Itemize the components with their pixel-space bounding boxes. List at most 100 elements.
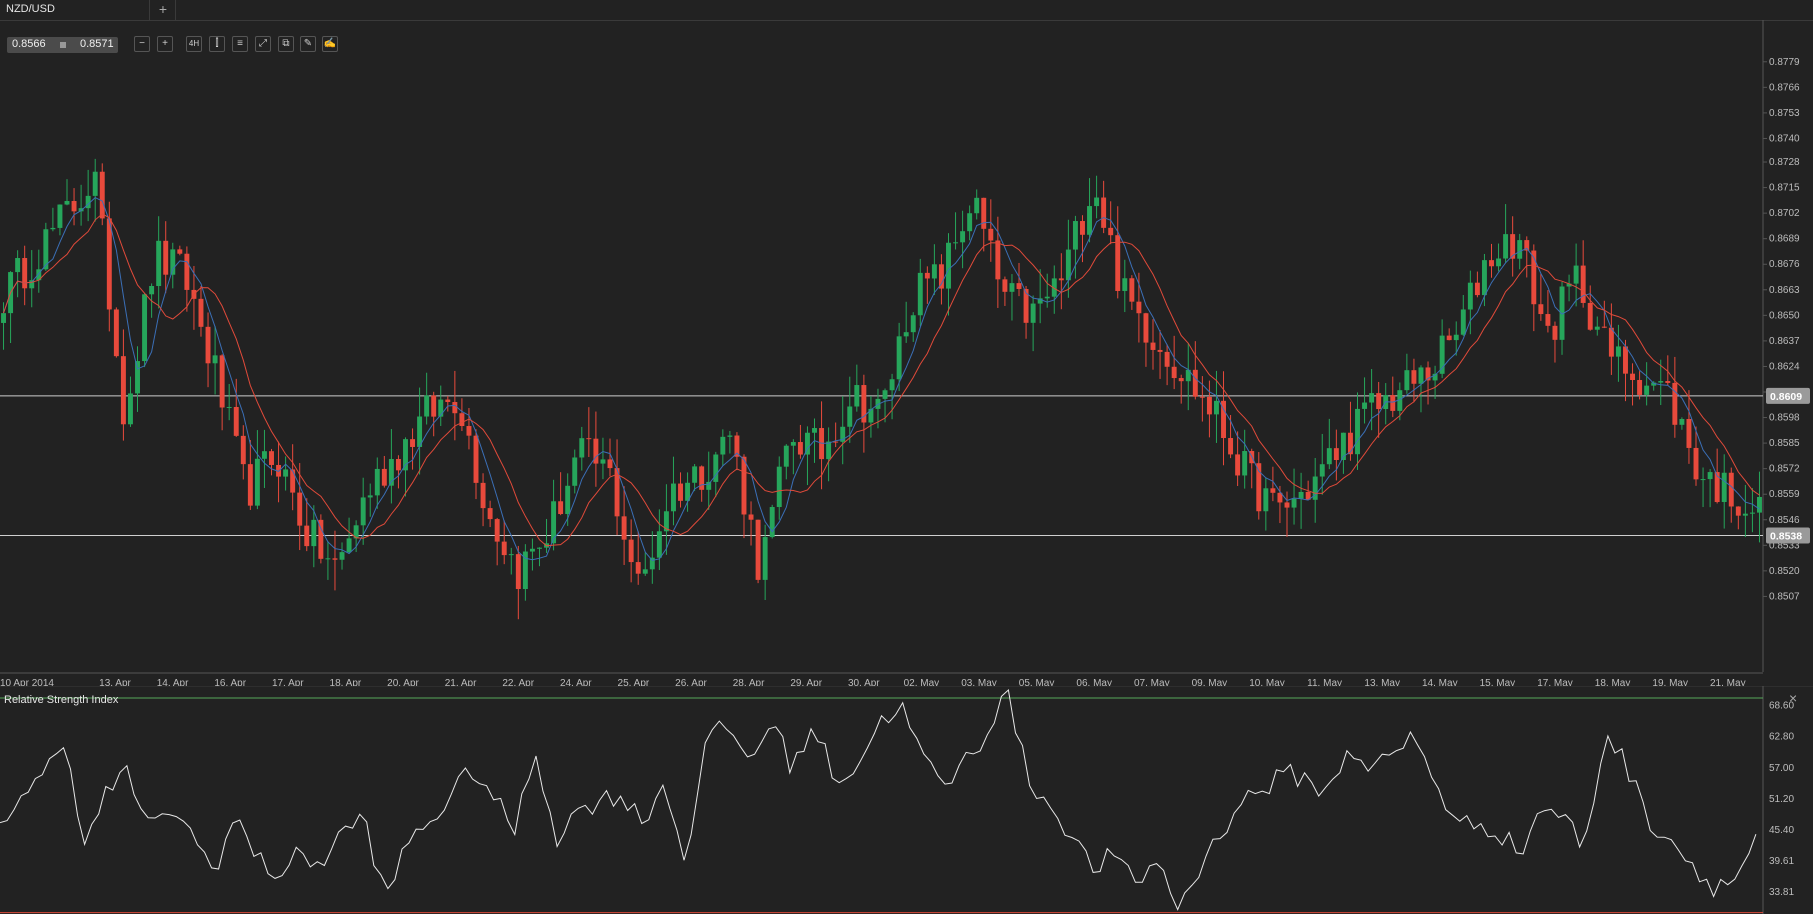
y-tick-label: 0.8689 <box>1769 234 1800 245</box>
candle-body <box>106 218 112 310</box>
candle-body <box>670 483 676 512</box>
candle-body <box>1221 400 1226 439</box>
rsi-tick-label: 51.20 <box>1769 794 1794 805</box>
x-tick-label: 10. May <box>1249 678 1285 686</box>
candle-body <box>1023 288 1029 323</box>
candle-body <box>43 229 49 270</box>
candle-body <box>804 432 810 455</box>
candle-body <box>614 468 620 517</box>
candle-body <box>1150 342 1156 350</box>
candle-body <box>120 356 126 425</box>
price-chart[interactable]: 0.8779 0.8766 0.8753 0.8740 0.8728 0.8715 0.87… <box>0 20 1813 686</box>
candle-body <box>1481 260 1487 296</box>
spread-separator <box>60 42 66 48</box>
candle-body <box>1439 335 1445 374</box>
candle-body <box>1087 206 1093 235</box>
candle-body <box>586 438 592 440</box>
x-tick-label: 17. Apr <box>272 678 304 686</box>
candle-body <box>607 459 613 469</box>
candle-body <box>283 469 289 477</box>
candle-body <box>311 519 317 547</box>
rsi-title: Relative Strength Index <box>4 694 119 706</box>
candle-body <box>1284 502 1290 508</box>
ask-price[interactable]: 0.8571 <box>80 38 114 50</box>
draw-tool-icon[interactable]: ✍ <box>322 36 338 52</box>
candle-body <box>1749 512 1755 514</box>
timeframe-button[interactable]: 4H <box>186 36 202 52</box>
candle-body <box>1700 479 1706 481</box>
candle-body <box>938 264 944 289</box>
x-tick-label: 05. May <box>1019 678 1055 686</box>
candle-body <box>868 408 874 423</box>
rsi-chart[interactable]: 68.60 62.80 57.00 51.20 45.40 39.61 33.81 <box>0 686 1813 914</box>
x-tick-label: 07. May <box>1134 678 1170 686</box>
candle-body <box>1143 313 1149 343</box>
candle-body <box>480 482 486 509</box>
candle-body <box>1009 283 1015 292</box>
x-tick-label: 18. May <box>1595 678 1631 686</box>
rsi-line <box>0 689 1757 911</box>
candle-body <box>142 294 148 362</box>
indicators-icon[interactable]: ≡ <box>232 36 248 52</box>
candle-body <box>254 458 260 506</box>
candle-body <box>1 313 6 323</box>
candle-body <box>600 459 606 464</box>
ma-fast-line <box>3 196 1760 562</box>
y-tick-label: 0.8779 <box>1769 57 1800 68</box>
add-tab-button[interactable]: + <box>151 0 176 20</box>
chart-type-icon[interactable]: ⫿ <box>209 36 225 52</box>
candle-body <box>720 436 726 455</box>
x-tick-label: 21. May <box>1710 678 1746 686</box>
fit-chart-icon[interactable]: ⤢ <box>255 36 271 52</box>
candle-body <box>1072 221 1078 250</box>
candle-body <box>233 406 239 436</box>
candle-body <box>1707 472 1713 480</box>
tab-symbol[interactable]: NZD/USD <box>0 0 150 20</box>
candle-body <box>247 464 253 506</box>
bid-price[interactable]: 0.8566 <box>12 38 46 50</box>
candle-body <box>1355 408 1360 455</box>
candle-body <box>36 269 42 281</box>
candle-body <box>1263 488 1269 512</box>
candle-body <box>1538 304 1544 315</box>
candle-body <box>1164 351 1170 367</box>
candle-body <box>847 406 853 427</box>
candle-body <box>1728 472 1734 507</box>
candle-body <box>1623 346 1628 374</box>
candle-body <box>889 379 895 391</box>
y-tick-label: 0.8546 <box>1769 515 1800 526</box>
candle-body <box>988 228 994 241</box>
candle-body <box>149 286 155 295</box>
candle-body <box>649 557 655 570</box>
candle-body <box>1397 390 1403 411</box>
x-tick-label: 26. Apr <box>675 678 707 686</box>
y-tick-label: 0.8507 <box>1769 591 1800 602</box>
candle-body <box>1178 378 1184 382</box>
candle-body <box>1390 395 1396 411</box>
candle-body <box>797 442 803 455</box>
candle-body <box>748 514 754 520</box>
candle-body <box>1136 301 1142 314</box>
close-icon[interactable]: × <box>1789 690 1798 706</box>
copy-icon[interactable]: ⧉ <box>278 36 294 52</box>
edit-icon[interactable]: ✎ <box>300 36 316 52</box>
candle-body <box>995 240 1001 280</box>
zoom-out-icon[interactable]: − <box>134 36 150 52</box>
candle-body <box>910 315 916 333</box>
candle-body <box>304 525 310 547</box>
level-label-box <box>1766 387 1810 404</box>
rsi-tick-label: 39.61 <box>1769 856 1794 867</box>
candle-body <box>854 385 860 407</box>
rsi-tick-label: 68.60 <box>1769 701 1794 712</box>
x-tick-label: 14. May <box>1422 678 1458 686</box>
candle-body <box>403 439 408 471</box>
candle-body <box>1122 278 1128 291</box>
candle-body <box>515 554 521 590</box>
candle-body <box>99 171 105 219</box>
candle-body <box>501 541 507 556</box>
candle-body <box>1101 197 1107 228</box>
candle-body <box>960 231 966 243</box>
candle-body <box>656 531 662 558</box>
zoom-in-icon[interactable]: + <box>157 36 173 52</box>
candle-body <box>1432 373 1438 381</box>
